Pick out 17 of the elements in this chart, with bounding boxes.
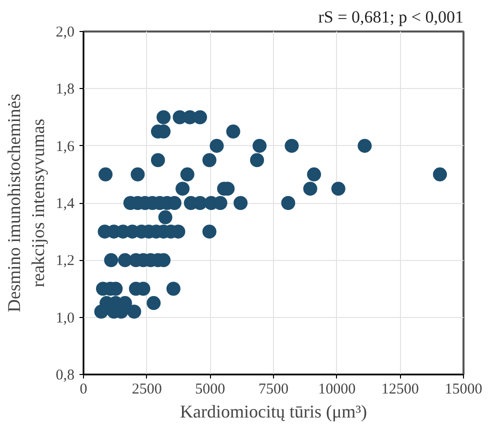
x-tick-label: 5000 <box>195 382 226 398</box>
x-tick-label: 0 <box>80 382 88 398</box>
x-tick-label: 2500 <box>132 382 162 398</box>
y-axis-title: Desmino imunohistocheminės reakcijos intensyvumas <box>4 94 48 312</box>
y-tick-label: 1,0 <box>56 310 74 326</box>
y-tick-label: 1,2 <box>56 253 74 270</box>
y-tick-label: 1,8 <box>56 82 74 98</box>
x-axis-title: Kardiomiocitų tūris (μm³) <box>180 402 368 422</box>
x-tick-label: 15000 <box>444 382 482 398</box>
x-tick-label: 10000 <box>318 382 356 398</box>
y-tick-label: 1,4 <box>56 196 75 212</box>
text: rS = 0,681; p < 0,001 <box>318 8 464 26</box>
y-tick-label: 2,0 <box>56 24 74 40</box>
x-tick-label: 7500 <box>258 382 288 398</box>
x-tick-label: 12500 <box>381 382 419 398</box>
y-tick-label: 0,8 <box>56 368 74 384</box>
y-tick-label: 1,6 <box>56 138 75 155</box>
